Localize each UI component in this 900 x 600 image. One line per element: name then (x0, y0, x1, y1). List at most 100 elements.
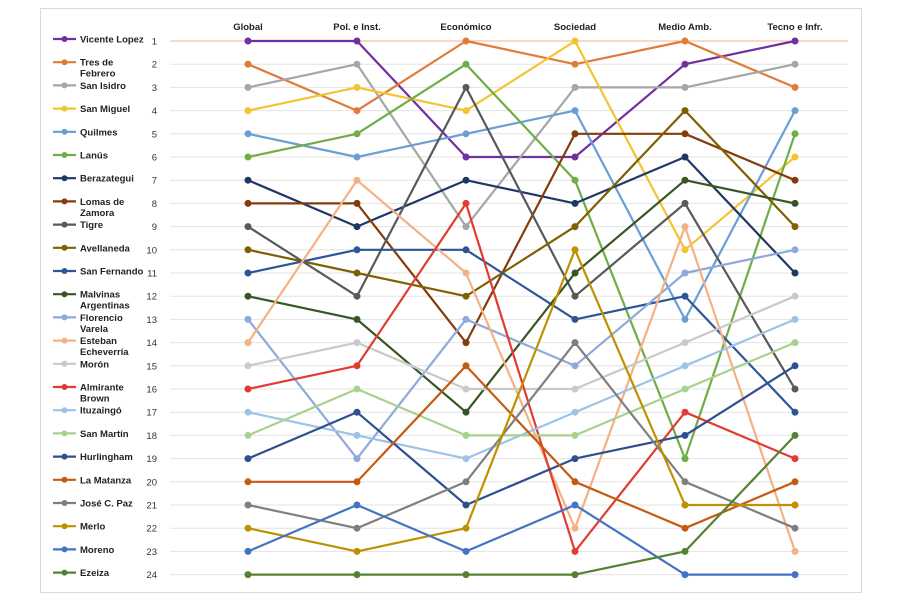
data-point (571, 315, 579, 323)
data-point (681, 547, 689, 555)
legend-label: San Miguel (80, 104, 130, 115)
data-point (791, 571, 799, 579)
data-point (244, 478, 252, 486)
data-point (681, 130, 689, 138)
data-point (353, 130, 361, 138)
data-point (462, 362, 470, 370)
data-point (353, 571, 361, 579)
data-point (462, 501, 470, 509)
y-tick-label: 17 (146, 408, 157, 419)
legend-swatch-marker (61, 500, 68, 506)
legend-swatch-marker (61, 152, 68, 158)
legend-item: San Isidro (53, 81, 126, 92)
data-point (571, 176, 579, 184)
legend-swatch-marker (61, 360, 68, 367)
data-point (244, 315, 252, 323)
data-point (353, 547, 361, 555)
legend-swatch-marker (61, 82, 68, 89)
data-point (244, 37, 252, 45)
series-line (247, 341, 796, 437)
data-point (462, 199, 470, 207)
data-point (353, 60, 361, 68)
series-22 (244, 246, 799, 555)
data-point (462, 547, 470, 555)
series-line (247, 248, 796, 413)
series-line (247, 364, 796, 507)
legend-item: Ituzaingó (53, 406, 122, 417)
series-16 (244, 199, 799, 555)
legend-item: Malvinas Argentinas (53, 290, 130, 312)
y-tick-label: 3 (152, 83, 157, 94)
data-point (353, 223, 361, 231)
legend-item: Avellaneda (53, 243, 131, 254)
data-point (791, 524, 799, 532)
y-tick-label: 13 (146, 315, 157, 326)
legend-swatch-marker (61, 221, 68, 228)
data-point (681, 408, 689, 416)
data-point (244, 339, 252, 347)
data-point (571, 107, 579, 115)
data-point (462, 83, 470, 91)
data-point (244, 431, 252, 439)
legend-swatch-marker (61, 175, 68, 182)
data-point (571, 37, 579, 45)
legend-swatch-marker (61, 198, 68, 205)
data-point (244, 199, 252, 207)
series-line (247, 503, 795, 576)
y-tick-label: 5 (152, 129, 157, 140)
legend-item: Ezeiza (53, 568, 110, 579)
data-point (462, 60, 470, 68)
data-point (244, 362, 252, 370)
data-point (462, 431, 470, 439)
data-point (571, 269, 579, 277)
data-point (681, 199, 689, 207)
data-point (462, 315, 470, 323)
data-point (244, 571, 252, 579)
data-point (681, 107, 689, 115)
data-point (791, 431, 799, 439)
series-3 (244, 60, 799, 231)
legend-label: Ituzaingó (80, 406, 122, 417)
data-point (791, 60, 799, 68)
legend-label: Lomas de Zamora (80, 197, 124, 219)
data-point (353, 408, 361, 416)
data-point (244, 107, 252, 115)
legend-swatch-marker (61, 384, 68, 390)
data-point (353, 431, 361, 439)
legend-label: Lanús (80, 151, 108, 162)
series-line (247, 248, 796, 460)
legend-item: Moreno (53, 545, 115, 556)
data-point (353, 199, 361, 207)
data-point (462, 292, 470, 300)
data-point (681, 339, 689, 347)
data-point (571, 501, 579, 509)
legend-item: Morón (53, 359, 109, 370)
category-label: Medio Amb. (658, 22, 711, 33)
data-point (462, 524, 470, 532)
legend-item: Merlo (53, 522, 106, 533)
legend-label: Moreno (80, 545, 115, 556)
data-point (571, 130, 579, 138)
legend-item: Lanús (53, 151, 108, 162)
data-point (462, 269, 470, 277)
y-tick-label: 15 (146, 361, 157, 372)
legend-item: San Miguel (53, 104, 130, 115)
series-line (247, 63, 796, 228)
series-line (247, 86, 796, 390)
y-tick-label: 8 (152, 199, 157, 210)
legend-label: San Isidro (80, 81, 126, 92)
data-point (681, 246, 689, 254)
data-point (791, 153, 799, 161)
data-point (681, 176, 689, 184)
series-20 (244, 362, 799, 532)
legend-swatch-marker (61, 36, 68, 42)
data-point (353, 315, 361, 323)
data-point (462, 385, 470, 393)
data-point (681, 571, 689, 579)
data-point (244, 269, 252, 277)
data-point (571, 385, 579, 393)
data-point (353, 292, 361, 300)
data-point (571, 83, 579, 91)
data-point (462, 130, 470, 138)
